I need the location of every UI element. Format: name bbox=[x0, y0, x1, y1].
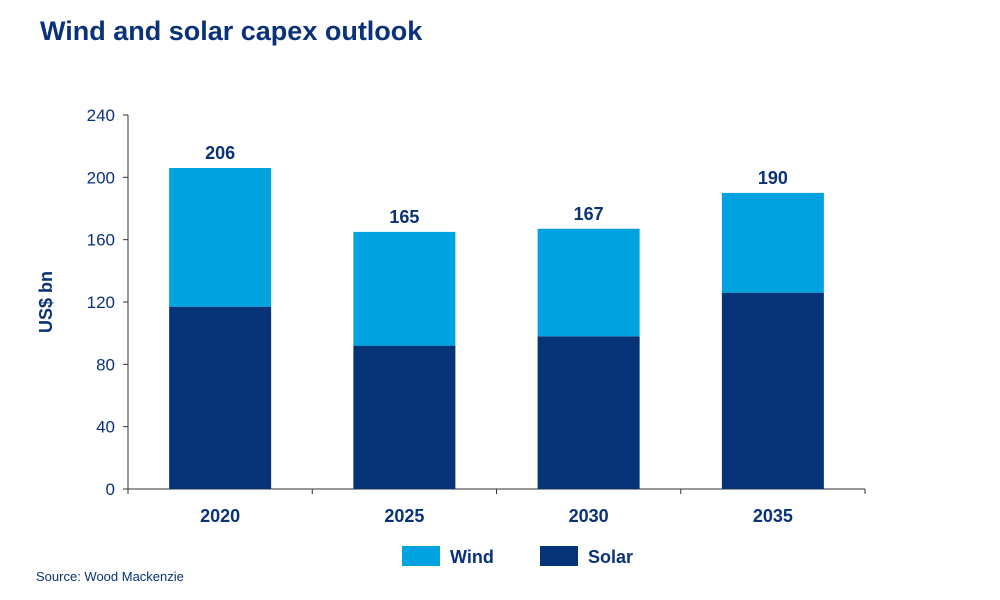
legend-swatch-wind bbox=[402, 546, 440, 566]
x-tick-label: 2025 bbox=[384, 506, 424, 526]
chart-title: Wind and solar capex outlook bbox=[40, 16, 423, 46]
legend-label-solar: Solar bbox=[588, 547, 633, 567]
legend-label-wind: Wind bbox=[450, 547, 494, 567]
y-tick-label: 200 bbox=[87, 168, 115, 187]
source-note: Source: Wood Mackenzie bbox=[36, 569, 184, 584]
bar-wind-2035 bbox=[721, 192, 824, 293]
total-label: 165 bbox=[389, 207, 419, 227]
bar-wind-2020 bbox=[169, 167, 272, 307]
bar-solar-2025 bbox=[353, 345, 456, 489]
x-tick-label: 2030 bbox=[569, 506, 609, 526]
y-tick-label: 0 bbox=[106, 480, 115, 499]
bar-solar-2030 bbox=[537, 336, 640, 489]
y-tick-label: 160 bbox=[87, 231, 115, 250]
total-label: 206 bbox=[205, 143, 235, 163]
bar-solar-2020 bbox=[169, 306, 272, 489]
y-tick-label: 240 bbox=[87, 106, 115, 125]
total-label: 167 bbox=[574, 204, 604, 224]
bar-solar-2035 bbox=[721, 292, 824, 489]
y-tick-label: 120 bbox=[87, 293, 115, 312]
total-label: 190 bbox=[758, 168, 788, 188]
y-tick-label: 80 bbox=[96, 355, 115, 374]
x-tick-label: 2020 bbox=[200, 506, 240, 526]
y-axis-label: US$ bn bbox=[36, 271, 56, 333]
bar-wind-2025 bbox=[353, 231, 456, 346]
bar-wind-2030 bbox=[537, 228, 640, 337]
x-tick-label: 2035 bbox=[753, 506, 793, 526]
legend-swatch-solar bbox=[540, 546, 578, 566]
y-tick-label: 40 bbox=[96, 418, 115, 437]
